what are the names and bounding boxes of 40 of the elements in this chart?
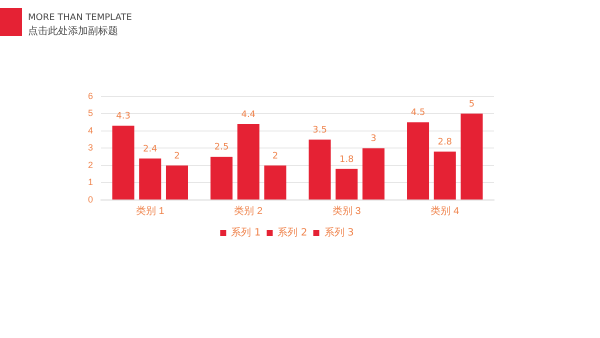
x-tick-label: 类别 3 (332, 204, 362, 217)
data-label: 2.4 (142, 144, 158, 154)
data-label: 1.8 (339, 154, 354, 165)
data-label: 2 (174, 151, 180, 162)
chart-title: MORE THAN TEMPLATE (28, 13, 132, 23)
bar (166, 165, 188, 200)
y-tick-label: 6 (88, 90, 94, 101)
x-tick-label: 类别 2 (234, 204, 263, 217)
y-tick-label: 4 (88, 125, 94, 136)
data-label: 4.3 (116, 112, 130, 122)
bar (237, 124, 260, 200)
data-label: 4.5 (410, 108, 426, 118)
data-label: 5 (468, 100, 475, 110)
bar (434, 152, 456, 200)
data-label: 3.5 (312, 125, 327, 136)
y-tick-label: 3 (88, 142, 94, 153)
bar (362, 148, 384, 200)
chart-subtitle: 点击此处添加副标题 (28, 24, 118, 38)
data-label: 4.4 (241, 110, 256, 120)
x-tick-label: 类别 1 (136, 204, 165, 217)
legend-label: 系列 1 (231, 226, 261, 239)
data-label: 3 (370, 134, 376, 144)
y-tick-label: 2 (88, 160, 94, 170)
legend-label: 系列 3 (324, 226, 354, 239)
bar (210, 156, 233, 200)
y-tick-label: 0 (88, 194, 94, 204)
data-label: 2.5 (214, 142, 229, 153)
bar (308, 140, 331, 200)
x-tick-label: 类别 4 (430, 204, 460, 217)
bar (264, 165, 286, 200)
bar (460, 114, 483, 200)
bar (407, 122, 430, 200)
y-tick-label: 1 (88, 177, 94, 188)
bar (336, 168, 358, 200)
bar (139, 158, 162, 200)
data-label: 2 (272, 151, 278, 162)
legend-label: 系列 2 (278, 226, 308, 239)
data-label: 2.8 (438, 137, 452, 148)
y-tick-label: 5 (88, 108, 94, 118)
bar (112, 126, 134, 200)
